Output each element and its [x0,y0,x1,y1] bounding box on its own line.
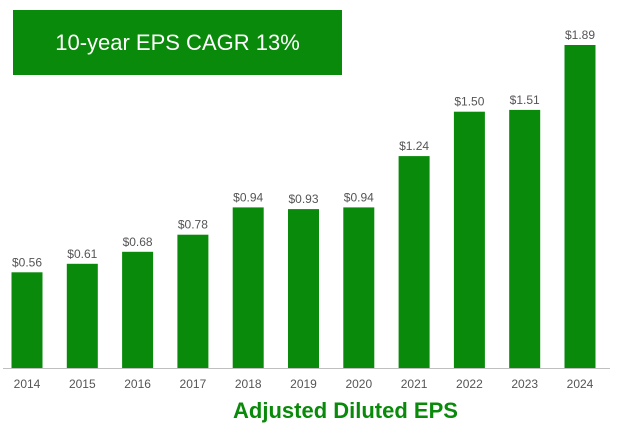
bar-2023 [509,109,541,369]
data-label-2018: $0.94 [233,190,263,204]
bar-2017 [177,234,209,368]
data-label-2015: $0.61 [67,247,97,261]
data-label-2016: $0.68 [123,235,153,249]
data-label-2019: $0.93 [288,192,318,206]
data-label-2023: $1.51 [510,93,540,107]
data-label-2017: $0.78 [178,218,208,232]
x-tick-label-2019: 2019 [290,377,317,391]
data-label-2020: $0.94 [344,190,374,204]
x-tick-label-2024: 2024 [567,377,594,391]
x-tick-label-2021: 2021 [401,377,428,391]
bar-2016 [122,251,154,368]
bar-2015 [66,263,98,368]
x-tick-label-2020: 2020 [345,377,372,391]
bar-2021 [398,156,430,368]
bar-2020 [343,207,375,368]
x-tick-label-2016: 2016 [124,377,151,391]
data-label-2022: $1.50 [454,95,484,109]
bar-2018 [232,207,264,368]
x-tick-label-2018: 2018 [235,377,262,391]
bar-2022 [453,111,485,368]
x-tick-label-2022: 2022 [456,377,483,391]
cagr-banner-text: 10-year EPS CAGR 13% [55,30,300,55]
data-label-2014: $0.56 [12,255,42,269]
bar-2014 [11,272,43,368]
x-tick-label-2023: 2023 [511,377,538,391]
cagr-banner: 10-year EPS CAGR 13% [13,10,342,75]
bar-2019 [288,209,319,368]
x-tick-label-2017: 2017 [180,377,207,391]
x-tick-label-2014: 2014 [14,377,41,391]
x-tick-label-2015: 2015 [69,377,96,391]
bar-2024 [564,45,596,368]
chart-caption: Adjusted Diluted EPS [233,398,458,423]
data-label-2021: $1.24 [399,139,429,153]
data-label-2024: $1.89 [565,28,595,42]
